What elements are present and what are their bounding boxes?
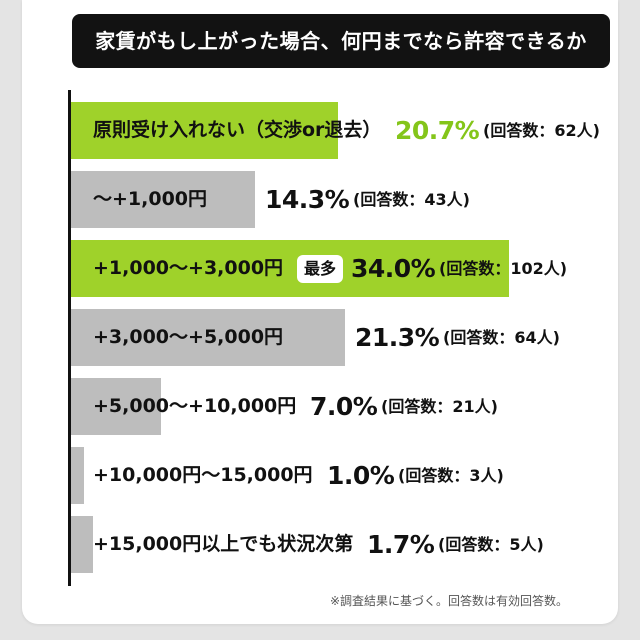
category-label: +10,000円〜15,000円: [93, 464, 313, 486]
respondent-count-label: (回答数：102人): [439, 259, 568, 278]
respondent-count-label: (回答数：62人): [483, 121, 600, 140]
value-label: 14.3%: [265, 185, 350, 214]
category-label: +5,000〜+10,000円: [93, 395, 297, 417]
category-label: +3,000〜+5,000円: [93, 326, 284, 348]
respondent-count-label: (回答数：5人): [438, 535, 544, 554]
value-label: 7.0%: [310, 392, 378, 421]
bar: [71, 102, 338, 159]
category-label: +15,000円以上でも状況次第: [93, 533, 354, 555]
value-label: 34.0%: [351, 254, 436, 283]
respondent-count-label: (回答数：3人): [398, 466, 504, 485]
bar: [71, 171, 255, 228]
bar: [71, 447, 84, 504]
value-label: 21.3%: [355, 323, 440, 352]
category-label: +1,000〜+3,000円: [93, 257, 284, 279]
value-label: 1.7%: [367, 530, 435, 559]
bar: [71, 378, 161, 435]
respondent-count-label: (回答数：43人): [353, 190, 470, 209]
chart-card: 家賃がもし上がった場合、何円までなら許容できるか 原則受け入れない（交渉or退去…: [22, 0, 618, 624]
category-label: 原則受け入れない（交渉or退去）: [93, 119, 382, 141]
bar: [71, 309, 345, 366]
chart-title: 家賃がもし上がった場合、何円までなら許容できるか: [72, 14, 610, 68]
footnote: ※調査結果に基づく。回答数は有効回答数。: [329, 594, 568, 608]
most-badge: 最多: [297, 254, 344, 283]
category-label: 〜+1,000円: [93, 188, 208, 210]
bar: [71, 516, 93, 573]
y-axis-line: [68, 90, 71, 586]
bar: [71, 240, 509, 297]
respondent-count-label: (回答数：21人): [381, 397, 498, 416]
value-label: 1.0%: [327, 461, 395, 490]
respondent-count-label: (回答数：64人): [443, 328, 560, 347]
value-label: 20.7%: [395, 116, 480, 145]
